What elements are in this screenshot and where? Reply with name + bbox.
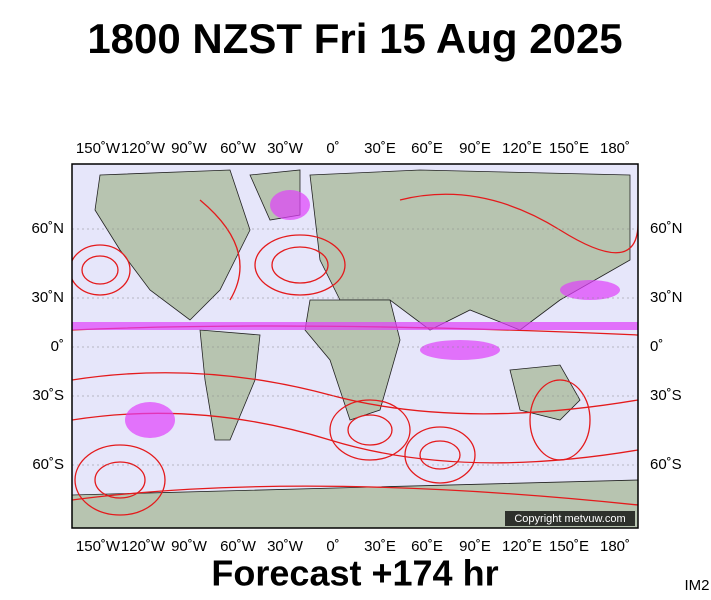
- copyright: Copyright metvuw.com: [514, 513, 625, 525]
- lat-label-right: 60˚S: [650, 456, 682, 473]
- lat-label-left: 60˚N: [31, 220, 64, 237]
- lon-label-top: 90˚W: [171, 140, 208, 157]
- map-features: [72, 169, 638, 528]
- lon-label-bottom: 90˚E: [459, 538, 491, 555]
- map-frame: [71, 163, 639, 529]
- lat-label-left: 30˚S: [32, 387, 64, 404]
- lon-label-bottom: 30˚W: [267, 538, 304, 555]
- lon-label-top: 180˚: [600, 140, 630, 157]
- lon-label-top: 60˚E: [411, 140, 443, 157]
- lat-label-left: 30˚N: [31, 289, 64, 306]
- lat-label-right: 30˚N: [650, 289, 683, 306]
- lon-label-bottom: 120˚E: [502, 538, 542, 555]
- lon-label-bottom: 150˚W: [76, 538, 121, 555]
- image-code: IM2: [684, 577, 709, 594]
- lon-label-top: 90˚E: [459, 140, 491, 157]
- lat-label-left: 0˚: [51, 338, 64, 355]
- lat-label-right: 60˚N: [650, 220, 683, 237]
- lon-label-bottom: 60˚W: [220, 538, 257, 555]
- lon-label-top: 120˚E: [502, 140, 542, 157]
- copyright-box: [505, 511, 635, 526]
- lon-label-bottom: 180˚: [600, 538, 630, 555]
- lon-label-top: 30˚W: [267, 140, 304, 157]
- lon-label-top: 150˚E: [549, 140, 589, 157]
- lon-label-bottom: 30˚E: [364, 538, 396, 555]
- lat-label-right: 30˚S: [650, 387, 682, 404]
- lon-label-top: 120˚W: [121, 140, 166, 157]
- lon-label-top: 150˚W: [76, 140, 121, 157]
- lat-label-left: 60˚S: [32, 456, 64, 473]
- map: Copyright metvuw.com: [71, 163, 639, 529]
- lon-label-bottom: 120˚W: [121, 538, 166, 555]
- title: 1800 NZST Fri 15 Aug 2025: [87, 15, 622, 62]
- lon-label-bottom: 150˚E: [549, 538, 589, 555]
- lat-label-right: 0˚: [650, 338, 663, 355]
- lon-label-top: 60˚W: [220, 140, 257, 157]
- forecast-label: Forecast +174 hr: [211, 553, 498, 594]
- lon-label-top: 0˚: [326, 140, 339, 157]
- lon-label-bottom: 90˚W: [171, 538, 208, 555]
- lon-label-bottom: 0˚: [326, 538, 339, 555]
- lon-label-top: 30˚E: [364, 140, 396, 157]
- lon-label-bottom: 60˚E: [411, 538, 443, 555]
